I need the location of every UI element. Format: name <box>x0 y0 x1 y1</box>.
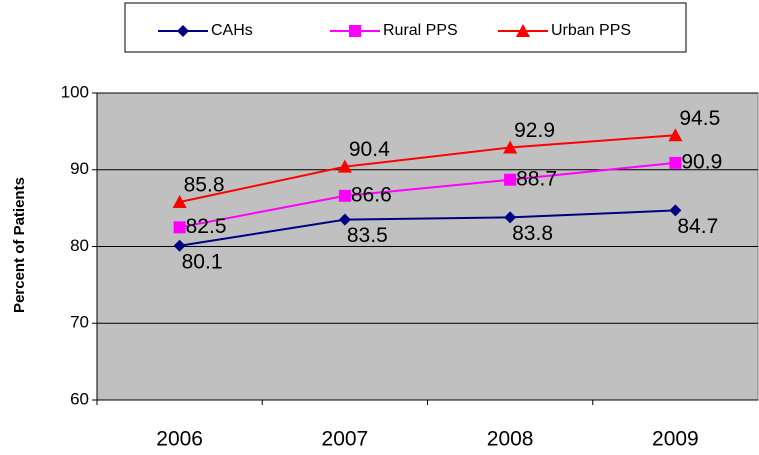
y-tick-label: 70 <box>70 313 89 332</box>
data-point <box>172 194 187 208</box>
legend-marker <box>516 24 530 37</box>
data-label: 88.7 <box>516 167 557 190</box>
legend-marker <box>177 25 189 37</box>
data-point <box>504 211 517 224</box>
data-label: 90.9 <box>681 150 722 173</box>
y-tick-label: 90 <box>70 159 89 178</box>
data-label: 85.8 <box>184 174 225 197</box>
series-line <box>179 134 676 203</box>
legend-label: CAHs <box>211 22 253 39</box>
data-point <box>504 173 517 186</box>
data-label: 83.8 <box>512 222 553 245</box>
legend-label: Urban PPS <box>551 22 631 39</box>
x-tick-label: 2007 <box>322 428 369 451</box>
x-tick-label: 2006 <box>156 428 203 451</box>
x-tick-label: 2009 <box>652 428 699 451</box>
data-label: 90.4 <box>349 138 390 161</box>
data-point <box>503 140 518 154</box>
data-label: 86.6 <box>351 183 392 206</box>
x-tick-label: 2008 <box>487 428 534 451</box>
y-tick-label: 100 <box>61 82 89 101</box>
y-axis-label: Percent of Patients <box>11 177 28 313</box>
data-point <box>669 156 682 169</box>
data-label: 92.9 <box>514 119 555 142</box>
y-tick-label: 80 <box>70 236 89 255</box>
series-line <box>179 209 676 247</box>
legend-marker <box>349 25 361 37</box>
data-point <box>668 128 683 142</box>
data-label: 80.1 <box>182 250 223 273</box>
legend-label: Rural PPS <box>383 22 458 39</box>
data-point <box>337 159 352 173</box>
data-label: 94.5 <box>679 107 720 130</box>
y-tick-label: 60 <box>70 389 89 408</box>
data-point <box>338 213 351 226</box>
data-label: 83.5 <box>347 224 388 247</box>
data-label: 84.7 <box>677 215 718 238</box>
data-point <box>669 204 682 217</box>
data-label: 82.5 <box>186 215 227 238</box>
data-point <box>173 239 186 252</box>
series-line <box>179 161 676 229</box>
data-point <box>338 189 351 202</box>
legend-box <box>124 2 687 53</box>
data-point <box>173 221 186 234</box>
